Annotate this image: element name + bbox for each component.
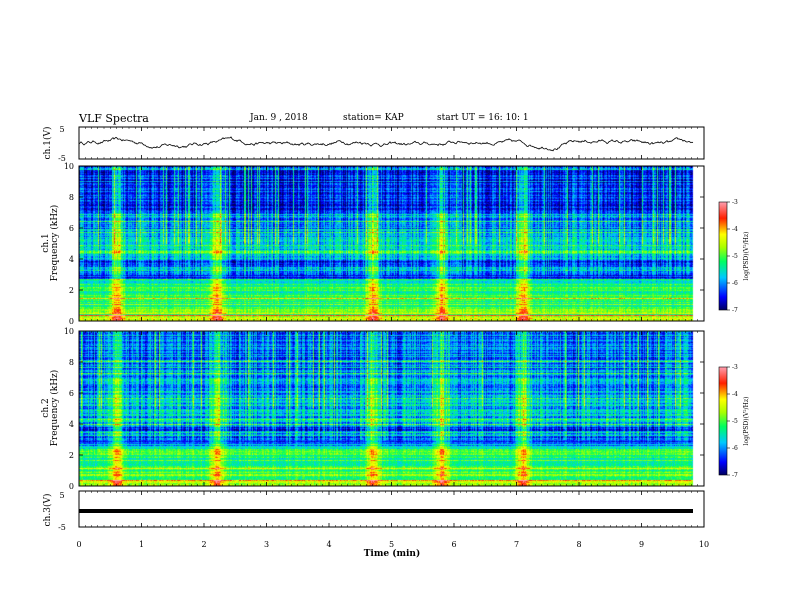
y-tick-label: 10 (64, 162, 74, 171)
colorbar-tick-label: -5 (732, 418, 738, 425)
y-tick-label: 6 (69, 389, 74, 398)
ch1-wave-line (78, 136, 694, 152)
colorbar-ch1-label: log(PSD)(V²/Hz) (743, 232, 750, 281)
y-tick-label: 10 (64, 327, 74, 336)
x-tick-label: 9 (639, 540, 644, 549)
x-axis: 0 1 2 3 4 5 6 7 8 9 10 (76, 127, 709, 549)
ch1-spectrogram (79, 166, 704, 321)
x-tick-label: 3 (264, 540, 269, 549)
y-tick-label: 2 (69, 286, 74, 295)
ch2-spec-channel-label: ch.2 (41, 398, 51, 417)
start-time-label: start UT = 16: 10: 1 (437, 113, 529, 123)
colorbar-ch2-label: log(PSD)(V²/Hz) (743, 397, 750, 446)
colorbar-tick-label: -3 (732, 364, 738, 371)
ch1-wave-ylabel: ch.1(V) (42, 127, 53, 160)
colorbar-tick-label: -3 (732, 199, 738, 206)
station-label: station= KAP (343, 113, 404, 123)
ch2-freq-label: Frequency (kHz) (49, 370, 60, 447)
y-tick-label: 0 (69, 317, 74, 326)
ch3-wave-ytick-max: 5 (59, 491, 64, 500)
chart-title: VLF Spectra (79, 112, 149, 125)
date-label: Jan. 9 , 2018 (250, 113, 308, 123)
y-tick-label: 4 (69, 420, 74, 429)
y-tick-label: 8 (69, 193, 74, 202)
ch1-spec-channel-label: ch.1 (41, 233, 51, 252)
ch1-wave-ytick-min: -5 (58, 154, 66, 163)
ch2-spectrogram-panel: 0 2 4 6 8 10 ch.2 Frequency (kHz) (41, 327, 705, 491)
colorbar-tick-label: -4 (732, 391, 738, 398)
y-tick-label: 6 (69, 224, 74, 233)
colorbar-tick-label: -6 (732, 280, 738, 287)
x-tick-label: 1 (139, 540, 144, 549)
x-tick-label: 6 (451, 540, 456, 549)
x-tick-label: 5 (389, 540, 394, 549)
ch1-spectrogram-panel: 0 2 4 6 8 10 ch.1 Frequency (kHz) (41, 162, 705, 326)
x-tick-label: 7 (514, 540, 519, 549)
x-axis-label: Time (min) (364, 548, 421, 559)
x-tick-label: 4 (326, 540, 331, 549)
ch1-freq-label: Frequency (kHz) (49, 205, 60, 282)
colorbar-tick-label: -6 (732, 445, 738, 452)
ch3-wave-ytick-min: -5 (58, 523, 66, 532)
ch1-wave-ytick-max: 5 (59, 125, 64, 134)
ch2-spectrogram (79, 331, 704, 486)
colorbar-tick-label: -7 (732, 472, 738, 479)
x-tick-label: 10 (699, 540, 709, 549)
x-tick-label: 0 (76, 540, 81, 549)
colorbar-tick-label: -5 (732, 253, 738, 260)
colorbar-tick-label: -4 (732, 226, 738, 233)
ch3-wave-ylabel: ch.3(V) (42, 494, 53, 527)
y-tick-label: 4 (69, 255, 74, 264)
colorbar-ch2: -3 -4 -5 -6 -7 log(PSD)(V²/Hz) (718, 364, 750, 479)
x-tick-label: 8 (576, 540, 581, 549)
y-tick-label: 8 (69, 358, 74, 367)
y-tick-label: 0 (69, 482, 74, 491)
colorbar-ch1: -3 -4 -5 -6 -7 log(PSD)(V²/Hz) (718, 199, 750, 314)
x-tick-label: 2 (201, 540, 206, 549)
y-tick-label: 2 (69, 451, 74, 460)
colorbar-tick-label: -7 (732, 307, 738, 314)
